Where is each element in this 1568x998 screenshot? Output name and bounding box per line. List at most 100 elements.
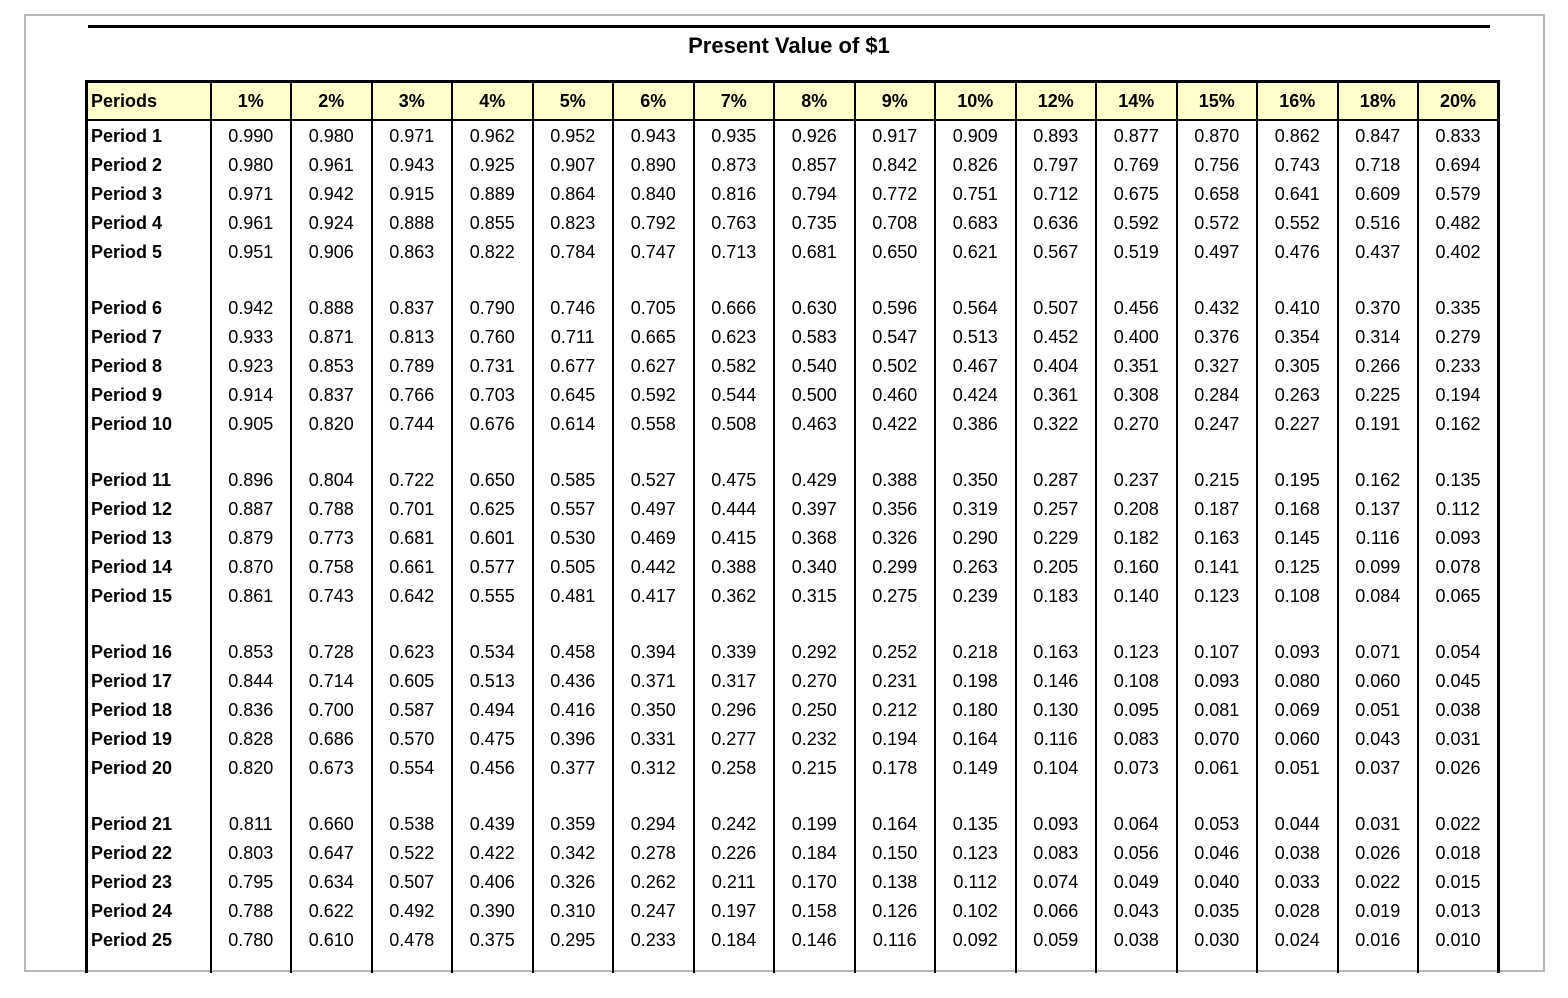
- pv-value-cell: 0.873: [692, 150, 775, 179]
- pv-value-cell: 0.544: [692, 380, 775, 409]
- pv-value-cell: 0.879: [209, 523, 292, 552]
- pv-value-cell: 0.252: [853, 637, 936, 666]
- pv-value-cell: 0.896: [209, 465, 292, 494]
- pv-value-cell: 0.013: [1417, 896, 1500, 925]
- pv-value-cell: 0.570: [370, 724, 453, 753]
- pv-value-cell: 0.422: [451, 838, 534, 867]
- pv-value-cell: 0.789: [370, 351, 453, 380]
- spacer-cell: [1336, 782, 1419, 809]
- pv-value-cell: 0.135: [1417, 465, 1500, 494]
- pv-value-cell: 0.961: [209, 208, 292, 237]
- pv-value-cell: 0.284: [1175, 380, 1258, 409]
- spacer-cell: [85, 610, 212, 637]
- pv-value-cell: 0.388: [692, 552, 775, 581]
- pv-value-cell: 0.605: [370, 666, 453, 695]
- pv-value-cell: 0.071: [1336, 637, 1419, 666]
- pv-value-cell: 0.026: [1417, 753, 1500, 782]
- pv-value-cell: 0.215: [773, 753, 856, 782]
- pv-value-cell: 0.054: [1417, 637, 1500, 666]
- pv-value-cell: 0.078: [1417, 552, 1500, 581]
- pv-value-cell: 0.437: [1336, 237, 1419, 266]
- pv-value-cell: 0.022: [1336, 867, 1419, 896]
- rate-column-header: 3%: [370, 80, 453, 121]
- spacer-cell: [1095, 266, 1178, 293]
- pv-value-cell: 0.677: [531, 351, 614, 380]
- pv-value-cell: 0.099: [1336, 552, 1419, 581]
- pv-value-cell: 0.026: [1336, 838, 1419, 867]
- pv-value-cell: 0.146: [773, 925, 856, 954]
- pv-value-cell: 0.386: [934, 409, 1017, 438]
- pv-value-cell: 0.028: [1256, 896, 1339, 925]
- spacer-cell: [1417, 438, 1500, 465]
- pv-value-cell: 0.339: [692, 637, 775, 666]
- pv-value-cell: 0.287: [1014, 465, 1097, 494]
- pv-value-cell: 0.145: [1256, 523, 1339, 552]
- pv-value-cell: 0.887: [209, 494, 292, 523]
- pv-value-cell: 0.247: [612, 896, 695, 925]
- pv-value-cell: 0.790: [451, 293, 534, 322]
- pv-value-cell: 0.870: [1175, 120, 1258, 150]
- pv-value-cell: 0.406: [451, 867, 534, 896]
- table-row: Period 24 0.788 0.622 0.492 0.390 0.310 0.247 0…: [85, 896, 1500, 925]
- pv-value-cell: 0.326: [853, 523, 936, 552]
- pv-value-cell: 0.673: [290, 753, 373, 782]
- pv-value-cell: 0.312: [612, 753, 695, 782]
- pv-value-cell: 0.130: [1014, 695, 1097, 724]
- spacer-cell: [1014, 266, 1097, 293]
- pv-value-cell: 0.195: [1256, 465, 1339, 494]
- pv-value-cell: 0.888: [290, 293, 373, 322]
- pv-value-cell: 0.093: [1256, 637, 1339, 666]
- pv-value-cell: 0.184: [692, 925, 775, 954]
- spacer-cell: [1336, 954, 1419, 973]
- pv-value-cell: 0.889: [451, 179, 534, 208]
- pv-value-cell: 0.823: [531, 208, 614, 237]
- spacer-cell: [773, 954, 856, 973]
- pv-value-cell: 0.803: [209, 838, 292, 867]
- pv-value-cell: 0.024: [1256, 925, 1339, 954]
- pv-value-cell: 0.463: [773, 409, 856, 438]
- pv-value-cell: 0.660: [290, 809, 373, 838]
- pv-value-cell: 0.351: [1095, 351, 1178, 380]
- pv-value-cell: 0.836: [209, 695, 292, 724]
- pv-value-cell: 0.714: [290, 666, 373, 695]
- pv-value-cell: 0.305: [1256, 351, 1339, 380]
- spacer-cell: [1095, 438, 1178, 465]
- pv-value-cell: 0.292: [773, 637, 856, 666]
- pv-value-cell: 0.630: [773, 293, 856, 322]
- spacer-cell: [1336, 266, 1419, 293]
- table-row: Period 2 0.980 0.961 0.943 0.925 0.907 0.890 0.…: [85, 150, 1500, 179]
- pv-value-cell: 0.059: [1014, 925, 1097, 954]
- pv-value-cell: 0.820: [209, 753, 292, 782]
- row-label: Period 18: [85, 695, 212, 724]
- spacer-cell: [773, 438, 856, 465]
- pv-value-cell: 0.227: [1256, 409, 1339, 438]
- pv-value-cell: 0.853: [209, 637, 292, 666]
- pv-value-cell: 0.182: [1095, 523, 1178, 552]
- spacer-cell: [1336, 438, 1419, 465]
- pv-value-cell: 0.030: [1175, 925, 1258, 954]
- pv-value-cell: 0.476: [1256, 237, 1339, 266]
- pv-value-cell: 0.760: [451, 322, 534, 351]
- pv-value-cell: 0.583: [773, 322, 856, 351]
- pv-value-cell: 0.180: [934, 695, 1017, 724]
- group-spacer-row: [85, 782, 1500, 809]
- spacer-cell: [209, 954, 292, 973]
- pv-value-cell: 0.990: [209, 120, 292, 150]
- pv-value-cell: 0.497: [1175, 237, 1258, 266]
- row-label: Period 13: [85, 523, 212, 552]
- spacer-cell: [370, 610, 453, 637]
- rate-column-header: 7%: [692, 80, 775, 121]
- spacer-cell: [531, 266, 614, 293]
- pv-value-cell: 0.758: [290, 552, 373, 581]
- row-label: Period 15: [85, 581, 212, 610]
- pv-value-cell: 0.163: [1014, 637, 1097, 666]
- pv-value-cell: 0.277: [692, 724, 775, 753]
- pv-value-cell: 0.914: [209, 380, 292, 409]
- pv-value-cell: 0.158: [773, 896, 856, 925]
- pv-value-cell: 0.164: [853, 809, 936, 838]
- rate-column-header: 8%: [773, 80, 856, 121]
- pv-value-cell: 0.015: [1417, 867, 1500, 896]
- spacer-cell: [773, 266, 856, 293]
- pv-value-cell: 0.043: [1336, 724, 1419, 753]
- pv-value-cell: 0.917: [853, 120, 936, 150]
